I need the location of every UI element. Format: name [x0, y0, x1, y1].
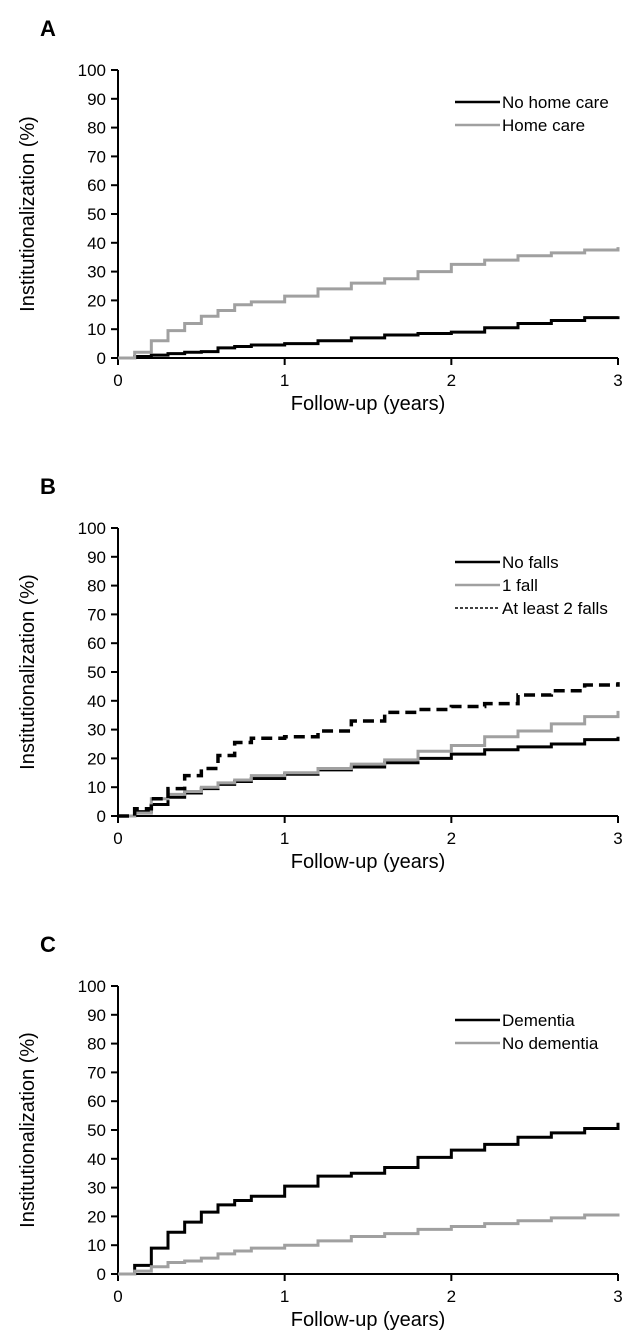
y-tick-label: 30: [87, 1179, 106, 1198]
y-tick-label: 10: [87, 778, 106, 797]
x-tick-label: 1: [280, 371, 289, 390]
x-tick-label: 0: [113, 371, 122, 390]
y-tick-label: 40: [87, 692, 106, 711]
legend-label: No falls: [502, 553, 559, 572]
x-tick-label: 0: [113, 829, 122, 848]
x-tick-label: 3: [613, 371, 622, 390]
y-tick-label: 0: [97, 349, 106, 368]
y-tick-label: 60: [87, 634, 106, 653]
y-tick-label: 30: [87, 263, 106, 282]
legend-label: No dementia: [502, 1034, 599, 1053]
y-tick-label: 80: [87, 1035, 106, 1054]
y-tick-label: 20: [87, 291, 106, 310]
y-tick-label: 50: [87, 663, 106, 682]
x-tick-label: 3: [613, 829, 622, 848]
y-tick-label: 20: [87, 1207, 106, 1226]
y-tick-label: 0: [97, 1265, 106, 1284]
y-tick-label: 90: [87, 90, 106, 109]
x-tick-label: 0: [113, 1287, 122, 1306]
x-tick-label: 2: [447, 371, 456, 390]
y-tick-label: 40: [87, 234, 106, 253]
chart-panel-A: A 0 10 20 30 40 50 60 70 80 90 100 0 1 2 3 Follow-up (ye…: [17, 16, 623, 415]
y-tick-label: 70: [87, 1063, 106, 1082]
y-tick-label: 80: [87, 119, 106, 138]
x-tick-label: 1: [280, 1287, 289, 1306]
y-tick-label: 60: [87, 1092, 106, 1111]
y-tick-label: 90: [87, 1006, 106, 1025]
x-axis-title: Follow-up (years): [291, 1309, 445, 1331]
series-line-2: [118, 247, 620, 360]
series-line-2: [118, 1213, 620, 1276]
chart-panel-C: C 0 10 20 30 40 50 60 70 80 90 100 0 1 2 3 Follow-up (ye…: [17, 932, 623, 1331]
x-tick-label: 2: [447, 1287, 456, 1306]
legend-label: At least 2 falls: [502, 599, 608, 618]
legend-label: No home care: [502, 93, 609, 112]
y-axis-title: Institutionalization (%): [17, 574, 39, 770]
y-tick-label: 60: [87, 176, 106, 195]
y-axis-title: Institutionalization (%): [17, 116, 39, 312]
y-tick-label: 100: [78, 977, 106, 996]
y-tick-label: 90: [87, 548, 106, 567]
series-line-2: [118, 710, 620, 818]
x-tick-label: 1: [280, 829, 289, 848]
y-tick-label: 100: [78, 61, 106, 80]
x-tick-label: 3: [613, 1287, 622, 1306]
y-tick-label: 70: [87, 147, 106, 166]
series-line-1: [118, 736, 620, 818]
y-tick-label: 40: [87, 1150, 106, 1169]
y-tick-label: 20: [87, 749, 106, 768]
y-tick-label: 70: [87, 605, 106, 624]
panel-letter: B: [40, 474, 56, 499]
panel-letter: A: [40, 16, 56, 41]
y-tick-label: 10: [87, 1236, 106, 1255]
x-axis-title: Follow-up (years): [291, 851, 445, 873]
series-line-3: [118, 682, 620, 818]
y-tick-label: 80: [87, 577, 106, 596]
y-axis-title: Institutionalization (%): [17, 1032, 39, 1228]
x-axis-title: Follow-up (years): [291, 393, 445, 415]
y-tick-label: 50: [87, 1121, 106, 1140]
x-tick-label: 2: [447, 829, 456, 848]
legend-label: 1 fall: [502, 576, 538, 595]
legend-label: Dementia: [502, 1011, 575, 1030]
y-tick-label: 30: [87, 721, 106, 740]
y-tick-label: 0: [97, 807, 106, 826]
chart-panel-B: B 0 10 20 30 40 50 60 70 80 90 100 0 1 2 3 Follow-up (ye…: [17, 474, 623, 873]
series-line-1: [118, 1122, 620, 1276]
panel-letter: C: [40, 932, 56, 957]
y-tick-label: 100: [78, 519, 106, 538]
legend-label: Home care: [502, 116, 585, 135]
y-tick-label: 10: [87, 320, 106, 339]
series-line-1: [118, 316, 620, 360]
y-tick-label: 50: [87, 205, 106, 224]
